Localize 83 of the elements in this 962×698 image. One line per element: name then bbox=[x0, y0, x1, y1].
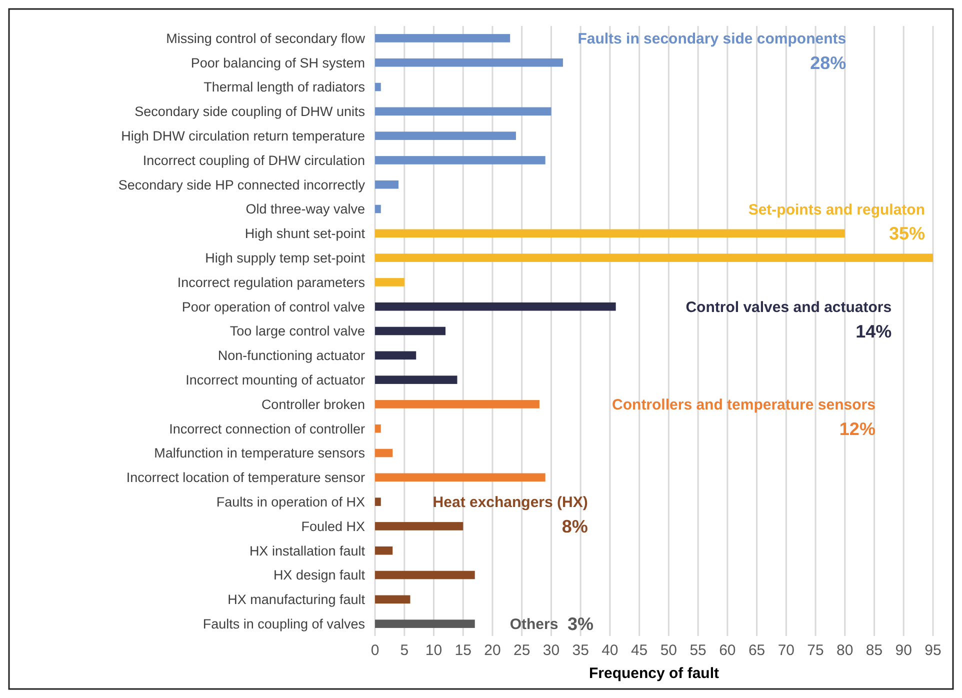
y-tick-label: Missing control of secondary flow bbox=[166, 30, 366, 46]
bar bbox=[375, 424, 381, 433]
y-tick-label: Secondary side HP connected incorrectly bbox=[118, 177, 366, 192]
annotation: 14% bbox=[856, 321, 892, 342]
y-tick-label: Thermal length of radiators bbox=[204, 80, 366, 95]
annotation: 28% bbox=[810, 52, 846, 73]
bar bbox=[375, 351, 416, 360]
y-tick-label: Secondary side coupling of DHW units bbox=[134, 104, 366, 120]
bar bbox=[375, 473, 546, 482]
x-tick-label: 95 bbox=[924, 642, 942, 659]
x-tick-label: 30 bbox=[542, 642, 560, 659]
y-tick-label: HX design fault bbox=[273, 568, 366, 583]
bar bbox=[375, 376, 458, 384]
bar bbox=[375, 204, 381, 214]
annotation: Controllers and temperature sensors bbox=[612, 396, 876, 414]
y-tick-label: HX installation fault bbox=[249, 543, 366, 558]
bar bbox=[375, 58, 563, 67]
y-tick-label: HX manufacturing fault bbox=[228, 592, 366, 608]
bar bbox=[375, 595, 410, 604]
y-tick-label: Faults in coupling of valves bbox=[202, 616, 366, 632]
annotation: 8% bbox=[562, 516, 588, 536]
x-tick-label: 5 bbox=[400, 642, 409, 659]
annotation: Heat exchangers (HX) bbox=[432, 494, 588, 512]
y-tick-label: Incorrect mounting of actuator bbox=[186, 372, 366, 388]
bar bbox=[375, 448, 393, 458]
bar bbox=[375, 400, 540, 408]
bar bbox=[375, 570, 475, 580]
bar bbox=[375, 107, 552, 116]
annotation: Faults in secondary side components bbox=[578, 30, 846, 48]
bar bbox=[375, 620, 475, 628]
x-tick-label: 35 bbox=[572, 642, 589, 659]
x-tick-label: 15 bbox=[454, 642, 472, 659]
x-tick-label: 60 bbox=[719, 642, 736, 659]
x-tick-label: 0 bbox=[370, 642, 380, 659]
y-tick-label: Incorrect regulation parameters bbox=[177, 274, 366, 290]
x-tick-label: 90 bbox=[895, 642, 912, 659]
bar bbox=[375, 180, 398, 189]
x-tick-label: 50 bbox=[660, 642, 678, 659]
y-tick-label: Poor operation of control valve bbox=[182, 299, 365, 314]
bar bbox=[375, 34, 510, 42]
annotation: Control valves and actuators bbox=[686, 298, 892, 316]
y-tick-label: Malfunction in temperature sensors bbox=[154, 446, 366, 461]
annotation: 35% bbox=[888, 224, 925, 244]
x-axis-title: Frequency of fault bbox=[588, 665, 720, 682]
bar bbox=[375, 546, 393, 555]
annotation: 12% bbox=[839, 418, 876, 439]
bar bbox=[375, 302, 616, 311]
x-tick-label: 65 bbox=[748, 642, 766, 659]
x-tick-label: 25 bbox=[514, 642, 530, 659]
x-tick-label: 40 bbox=[602, 642, 618, 659]
x-tick-label: 80 bbox=[836, 642, 854, 659]
x-tick-label: 55 bbox=[690, 642, 706, 659]
y-tick-label: Incorrect coupling of DHW circulation bbox=[142, 152, 365, 168]
x-tick-label: 45 bbox=[630, 642, 648, 659]
bar bbox=[375, 132, 516, 140]
x-tick-label: 75 bbox=[807, 642, 824, 659]
bar bbox=[375, 82, 381, 92]
y-tick-label: Incorrect connection of controller bbox=[169, 421, 366, 436]
y-tick-label: Non-functioning actuator bbox=[218, 348, 366, 364]
y-tick-label: Old three-way valve bbox=[246, 202, 365, 217]
annotation: 3% bbox=[567, 614, 594, 634]
bar bbox=[375, 522, 464, 530]
y-tick-label: Controller broken bbox=[261, 396, 365, 412]
y-tick-label: Faults in operation of HX bbox=[216, 494, 365, 510]
annotation: Set-points and regulaton bbox=[748, 201, 925, 218]
y-tick-label: Incorrect location of temperature sensor bbox=[126, 470, 366, 486]
y-tick-label: High supply temp set-point bbox=[205, 250, 366, 266]
bar bbox=[375, 229, 845, 238]
bar bbox=[375, 498, 381, 506]
y-tick-label: High DHW circulation return temperature bbox=[121, 128, 365, 144]
y-tick-label: High shunt set-point bbox=[244, 226, 366, 242]
bar bbox=[375, 326, 446, 336]
x-tick-label: 20 bbox=[484, 642, 501, 659]
bar bbox=[375, 156, 546, 164]
annotation: Others bbox=[510, 616, 558, 634]
y-tick-label: Fouled HX bbox=[301, 518, 365, 534]
bar bbox=[375, 254, 933, 262]
x-tick-label: 10 bbox=[425, 642, 442, 659]
x-tick-label: 85 bbox=[866, 642, 883, 659]
bar bbox=[375, 278, 404, 286]
y-tick-label: Too large control valve bbox=[230, 324, 365, 339]
y-tick-label: Poor balancing of SH system bbox=[190, 55, 365, 70]
x-tick-label: 70 bbox=[778, 642, 794, 659]
